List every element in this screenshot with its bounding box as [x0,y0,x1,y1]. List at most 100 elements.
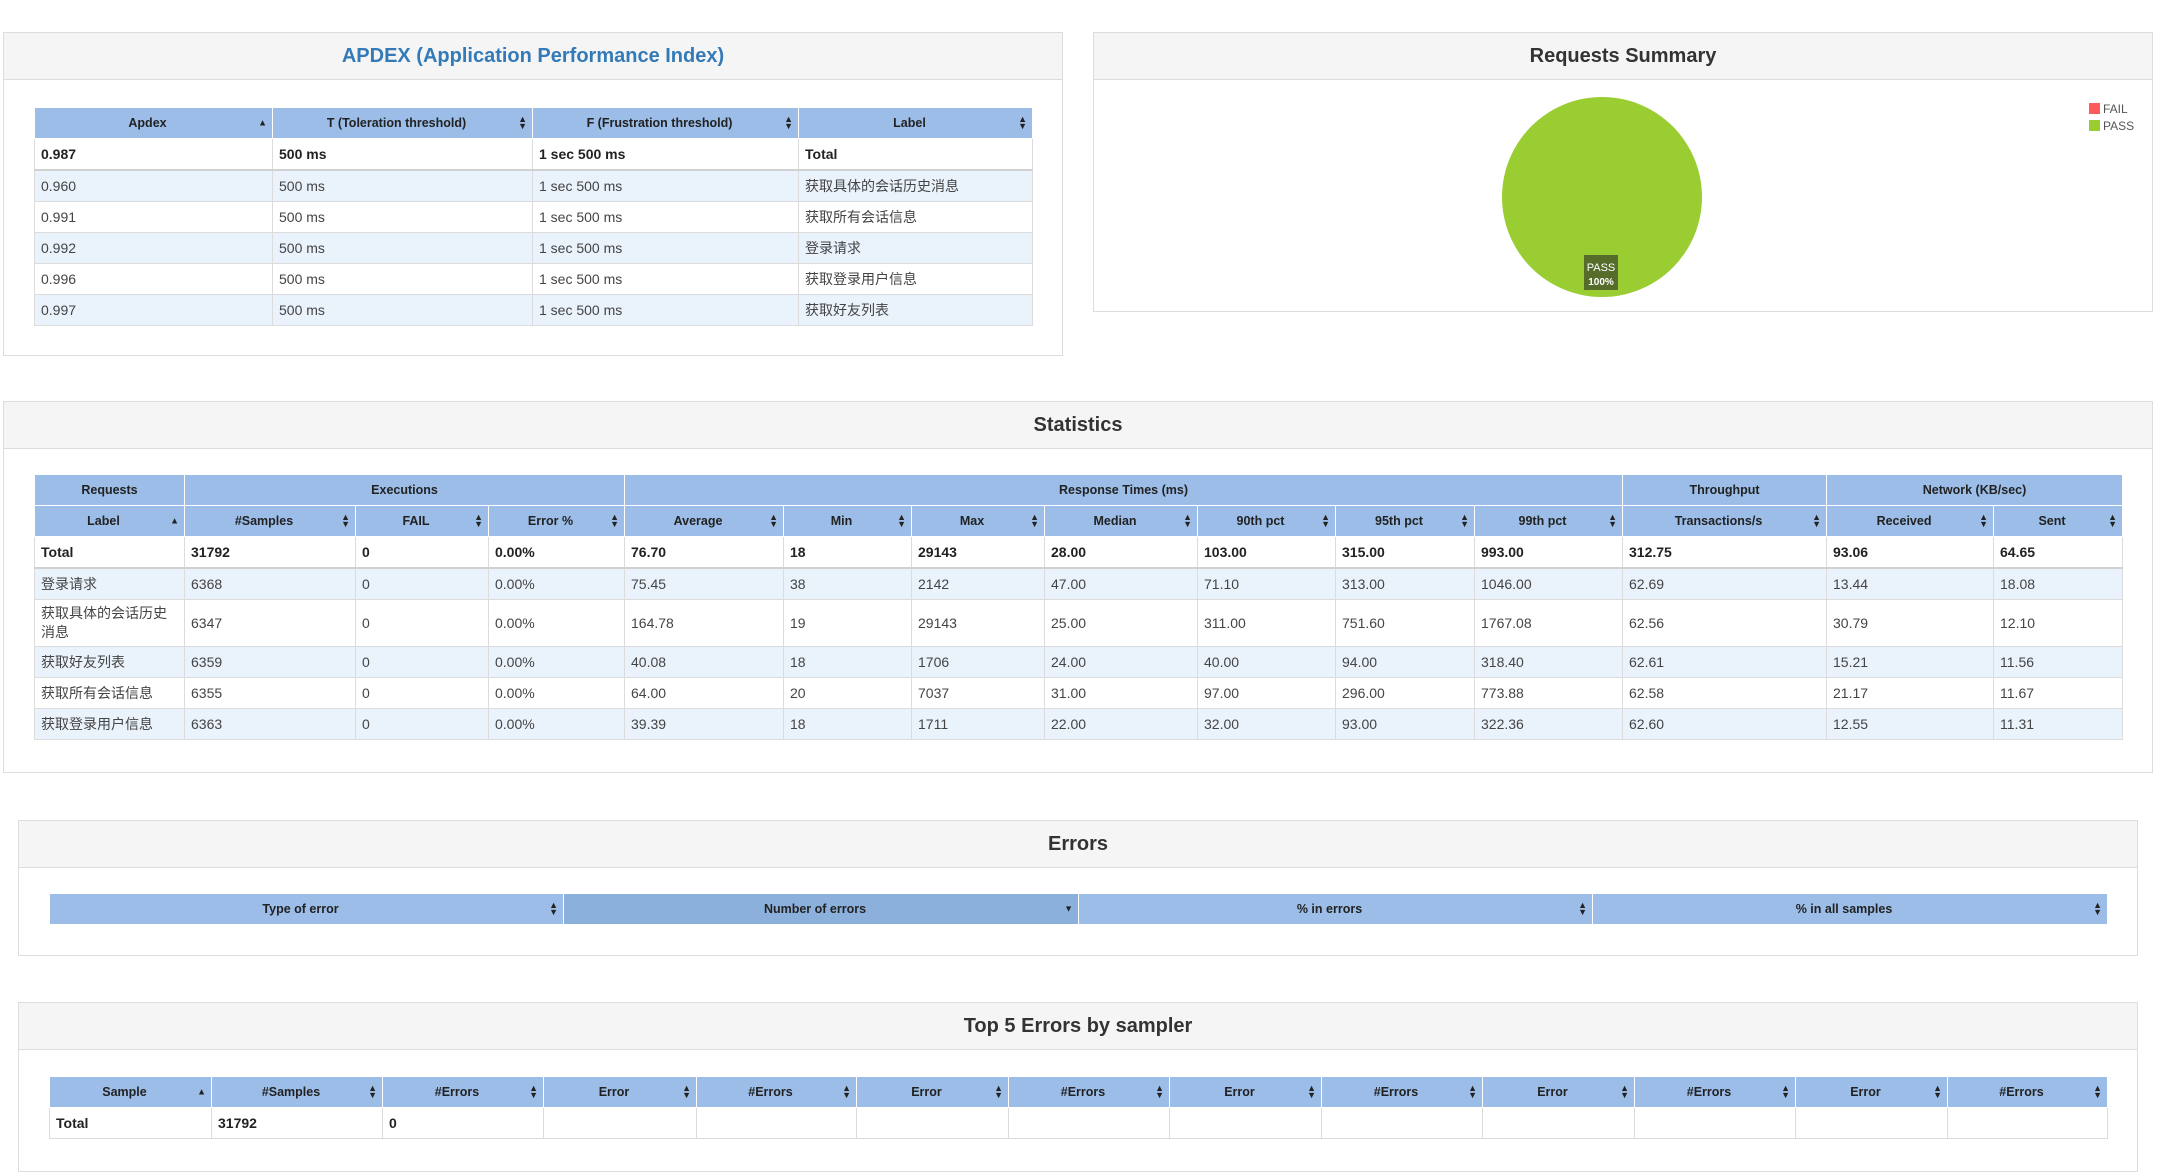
statistics-cell: 18 [783,646,912,678]
errors-header-in-all-samples[interactable]: % in all samples ▲ ▼ [1592,893,2108,925]
apdex-header-apdex[interactable]: Apdex ▲ [34,107,273,139]
sort-icon: ▲ ▼ [1460,512,1469,529]
apdex-header-label[interactable]: Label ▲ ▼ [798,107,1033,139]
errors-header-number-of-errors[interactable]: Number of errors ▼ [563,893,1079,925]
pie-chart: PASS 100% [1500,95,1704,299]
statistics-cell: 6359 [184,646,356,678]
statistics-row: 获取登录用户信息 6363 0 0.00% 39.39 18 1711 22.00 32.00 9… [34,708,2124,740]
statistics-header-error[interactable]: Error % ▲ ▼ [488,505,625,537]
sort-icon: ▲ ▼ [842,1083,851,1100]
top5-header-errors[interactable]: #Errors ▲ ▼ [382,1076,544,1108]
statistics-table: Requests Executions Response Times (ms) Thr… [34,474,2124,740]
statistics-cell: 24.00 [1044,646,1198,678]
statistics-header-fail[interactable]: FAIL ▲ ▼ [355,505,489,537]
top5-total-row: Total 31792 0 [49,1107,2108,1139]
top5-header-error[interactable]: Error ▲ ▼ [856,1076,1009,1108]
top5-header-errors[interactable]: #Errors ▲ ▼ [1321,1076,1483,1108]
apdex-header-label: Apdex [128,116,167,130]
top5-header-errors[interactable]: #Errors ▲ ▼ [1008,1076,1170,1108]
top5-header-errors[interactable]: #Errors ▲ ▼ [1947,1076,2108,1108]
statistics-cell: 751.60 [1335,599,1475,647]
statistics-header-label[interactable]: Label ▲ [34,505,185,537]
statistics-header-90th-pct[interactable]: 90th pct ▲ ▼ [1197,505,1336,537]
top5-header-label: #Errors [1373,1085,1419,1099]
apdex-cell: 500 ms [272,201,533,233]
statistics-header-label: Label [87,514,120,528]
top5-header-errors[interactable]: #Errors ▲ ▼ [1634,1076,1796,1108]
statistics-header-samples[interactable]: #Samples ▲ ▼ [184,505,356,537]
top5-header-errors[interactable]: #Errors ▲ ▼ [696,1076,857,1108]
top5-header-sample[interactable]: Sample ▲ [49,1076,212,1108]
statistics-cell: 0.00% [488,536,625,569]
sort-icon: ▲ ▼ [1468,1083,1477,1100]
apdex-table: Apdex ▲ T (Toleration threshold) ▲ ▼ F (Frust… [34,107,1033,326]
statistics-cell: 0.00% [488,677,625,709]
top5-header-error[interactable]: Error ▲ ▼ [543,1076,697,1108]
top5-header-label: #Errors [434,1085,480,1099]
legend-label: FAIL [2103,101,2128,116]
top5-header-label: Sample [102,1085,147,1099]
sort-icon: ▲ ▼ [610,512,619,529]
pie-slice-pass[interactable] [1502,97,1702,297]
apdex-title: APDEX (Application Performance Index) [4,33,1062,80]
legend-item-pass[interactable]: PASS [2089,117,2134,134]
statistics-header-received[interactable]: Received ▲ ▼ [1826,505,1995,537]
apdex-cell: 500 ms [272,294,533,326]
statistics-panel: Statistics Requests Executions Response Ti… [3,401,2153,773]
apdex-cell: 获取具体的会话历史消息 [798,169,1033,202]
sort-icon: ▲ ▼ [1620,1083,1629,1100]
top5-errors-panel: Top 5 Errors by sampler Sample ▲ #Samples ▲… [18,1002,2138,1172]
statistics-header-99th-pct[interactable]: 99th pct ▲ ▼ [1473,505,1624,537]
statistics-header-sent[interactable]: Sent ▲ ▼ [1993,505,2124,537]
apdex-cell: 1 sec 500 ms [532,294,799,326]
top5-header-label: #Samples [261,1085,321,1099]
apdex-cell: 0.987 [34,138,273,171]
apdex-cell: 500 ms [272,138,533,171]
errors-panel: Errors Type of error ▲ ▼ Number of errors ▼%… [18,820,2138,956]
apdex-cell: 0.996 [34,263,273,295]
statistics-header-label: FAIL [402,514,430,528]
statistics-cell: 15.21 [1826,646,1995,678]
statistics-cell: 39.39 [624,708,784,740]
apdex-header-t-toleration-threshold[interactable]: T (Toleration threshold) ▲ ▼ [272,107,533,139]
statistics-group-requests: Requests [34,474,185,506]
statistics-cell: 311.00 [1197,599,1336,647]
sort-icon: ▲ ▼ [2093,1083,2102,1100]
statistics-header-average[interactable]: Average ▲ ▼ [624,505,784,537]
errors-header-type-of-error[interactable]: Type of error ▲ ▼ [49,893,564,925]
top5-header-samples[interactable]: #Samples ▲ ▼ [211,1076,383,1108]
statistics-cell: 315.00 [1335,536,1475,569]
top5-header-label: Error [1850,1085,1881,1099]
statistics-cell: 64.65 [1993,536,2124,569]
statistics-cell: 12.55 [1826,708,1995,740]
top5-header-error[interactable]: Error ▲ ▼ [1795,1076,1948,1108]
apdex-cell: 500 ms [272,263,533,295]
errors-header-in-errors[interactable]: % in errors ▲ ▼ [1078,893,1593,925]
statistics-cell: 94.00 [1335,646,1475,678]
errors-title: Errors [19,821,2137,868]
sort-icon: ▲ ▼ [682,1083,691,1100]
statistics-header-median[interactable]: Median ▲ ▼ [1044,505,1198,537]
sort-icon: ▲ ▼ [549,900,558,917]
statistics-cell: 0 [355,677,489,709]
apdex-cell: 0.992 [34,232,273,264]
statistics-header-max[interactable]: Max ▲ ▼ [911,505,1045,537]
legend-item-fail[interactable]: FAIL [2089,100,2134,117]
statistics-title: Statistics [4,402,2152,449]
top5-header-label: #Errors [748,1085,793,1099]
statistics-header-min[interactable]: Min ▲ ▼ [783,505,912,537]
statistics-header-95th-pct[interactable]: 95th pct ▲ ▼ [1335,505,1475,537]
apdex-header-label: T (Toleration threshold) [326,116,467,130]
top5-header-error[interactable]: Error ▲ ▼ [1169,1076,1322,1108]
statistics-cell: 11.67 [1993,677,2124,709]
top5-header-error[interactable]: Error ▲ ▼ [1482,1076,1635,1108]
statistics-group-network-kb-sec: Network (KB/sec) [1826,474,2124,506]
statistics-header-label: Median [1093,514,1137,528]
apdex-header-f-frustration-threshold[interactable]: F (Frustration threshold) ▲ ▼ [532,107,799,139]
statistics-cell: 31.00 [1044,677,1198,709]
statistics-cell: 993.00 [1473,536,1624,569]
pie-legend: FAIL PASS [2089,100,2134,134]
statistics-header-transactions-s[interactable]: Transactions/s ▲ ▼ [1622,505,1828,537]
apdex-cell: 获取所有会话信息 [798,201,1033,233]
sort-icon: ▲ ▼ [368,1083,377,1100]
